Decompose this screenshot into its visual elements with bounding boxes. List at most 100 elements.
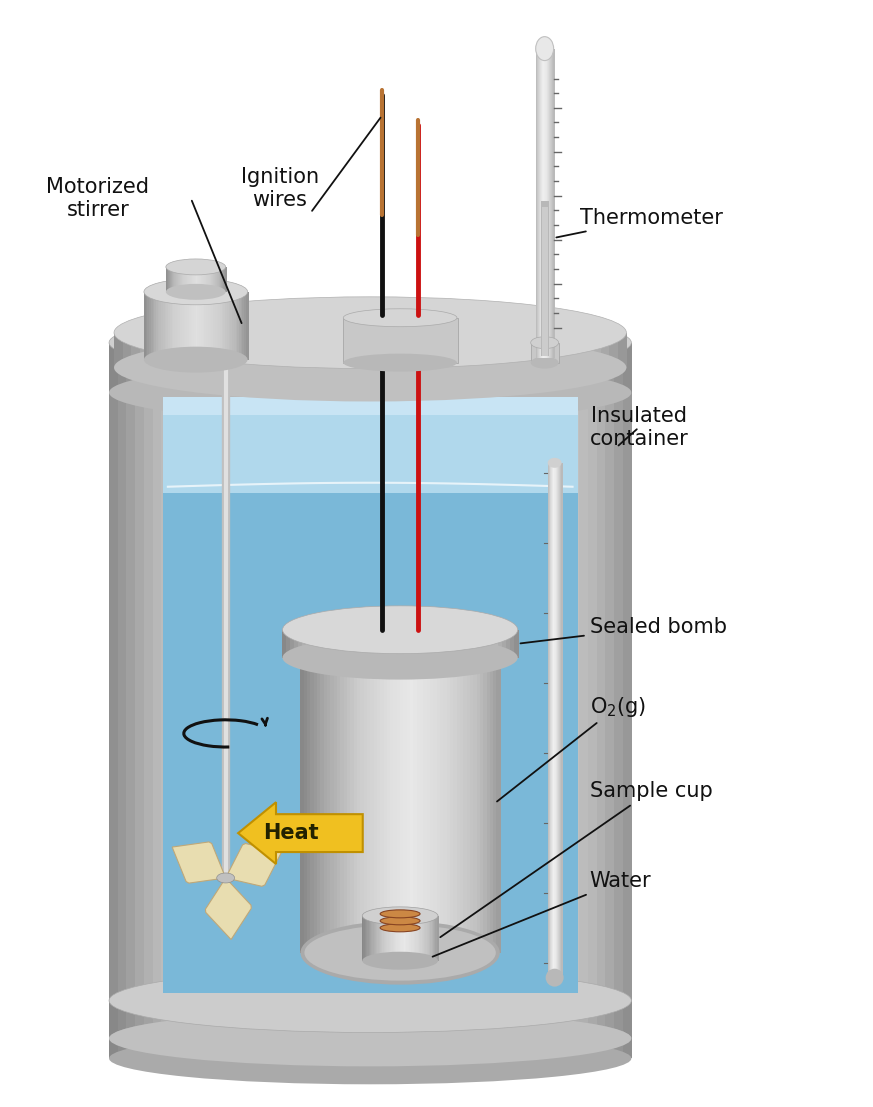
- Bar: [570, 1001, 581, 1038]
- Bar: [436, 915, 439, 961]
- Bar: [144, 292, 147, 360]
- Ellipse shape: [217, 873, 235, 883]
- Bar: [292, 368, 301, 1001]
- Bar: [222, 292, 224, 360]
- Bar: [118, 368, 127, 1001]
- Bar: [486, 630, 491, 658]
- Bar: [319, 333, 328, 368]
- Bar: [440, 653, 444, 953]
- Bar: [544, 49, 545, 358]
- Ellipse shape: [109, 311, 631, 374]
- Bar: [357, 653, 361, 953]
- Bar: [430, 915, 431, 961]
- Bar: [449, 1001, 458, 1038]
- Bar: [545, 1038, 554, 1058]
- Bar: [175, 267, 178, 292]
- Bar: [404, 630, 409, 658]
- Bar: [391, 915, 394, 961]
- Bar: [370, 1001, 380, 1038]
- Bar: [501, 1038, 511, 1058]
- Bar: [335, 343, 345, 393]
- Bar: [215, 267, 217, 292]
- Bar: [552, 463, 553, 977]
- Bar: [200, 267, 202, 292]
- Polygon shape: [205, 878, 251, 940]
- Bar: [158, 292, 161, 360]
- Bar: [163, 397, 578, 415]
- Bar: [188, 1038, 197, 1058]
- Bar: [553, 1038, 563, 1058]
- Bar: [340, 653, 345, 953]
- Bar: [239, 343, 250, 393]
- Bar: [361, 368, 371, 1001]
- Bar: [163, 292, 166, 360]
- Bar: [163, 397, 578, 493]
- Bar: [302, 630, 307, 658]
- Bar: [538, 49, 540, 358]
- Bar: [542, 49, 544, 358]
- Bar: [294, 630, 299, 658]
- Bar: [453, 653, 457, 953]
- Bar: [153, 1038, 162, 1058]
- Bar: [545, 343, 554, 393]
- Bar: [551, 463, 552, 977]
- Bar: [237, 292, 240, 360]
- Bar: [414, 368, 423, 1001]
- Bar: [187, 267, 189, 292]
- Bar: [127, 343, 136, 393]
- Bar: [203, 267, 205, 292]
- Bar: [434, 915, 436, 961]
- Bar: [510, 368, 519, 1001]
- Bar: [183, 292, 187, 360]
- Bar: [596, 343, 606, 393]
- Bar: [229, 292, 231, 360]
- Bar: [423, 630, 429, 658]
- Bar: [558, 463, 559, 977]
- Bar: [182, 267, 184, 292]
- Bar: [176, 292, 180, 360]
- Bar: [560, 463, 561, 977]
- Ellipse shape: [380, 910, 420, 918]
- Bar: [605, 1038, 615, 1058]
- Bar: [548, 49, 550, 358]
- Bar: [549, 49, 551, 358]
- Bar: [167, 267, 168, 292]
- Bar: [552, 49, 553, 358]
- Bar: [349, 630, 354, 658]
- Bar: [265, 368, 276, 1001]
- Bar: [575, 333, 585, 368]
- Bar: [344, 653, 348, 953]
- Bar: [536, 1038, 546, 1058]
- Bar: [430, 653, 435, 953]
- Bar: [416, 630, 421, 658]
- Bar: [151, 292, 154, 360]
- Bar: [561, 1038, 572, 1058]
- Bar: [501, 368, 511, 1001]
- Bar: [553, 368, 563, 1001]
- Text: Heat: Heat: [263, 824, 319, 844]
- Bar: [414, 343, 423, 393]
- Bar: [408, 915, 410, 961]
- Bar: [408, 630, 413, 658]
- Bar: [321, 630, 327, 658]
- Bar: [367, 653, 371, 953]
- Bar: [553, 463, 555, 977]
- Bar: [131, 333, 141, 368]
- Bar: [519, 368, 528, 1001]
- Bar: [242, 333, 251, 368]
- Bar: [300, 1038, 310, 1058]
- Bar: [300, 653, 305, 953]
- Bar: [109, 1001, 119, 1038]
- Bar: [428, 630, 432, 658]
- Bar: [191, 333, 201, 368]
- Bar: [556, 463, 558, 977]
- Bar: [326, 630, 331, 658]
- Bar: [361, 343, 371, 393]
- Bar: [361, 653, 365, 953]
- Bar: [114, 333, 124, 368]
- Bar: [561, 463, 562, 977]
- Bar: [162, 1001, 171, 1038]
- Bar: [561, 463, 562, 977]
- Bar: [188, 368, 197, 1001]
- Bar: [366, 915, 368, 961]
